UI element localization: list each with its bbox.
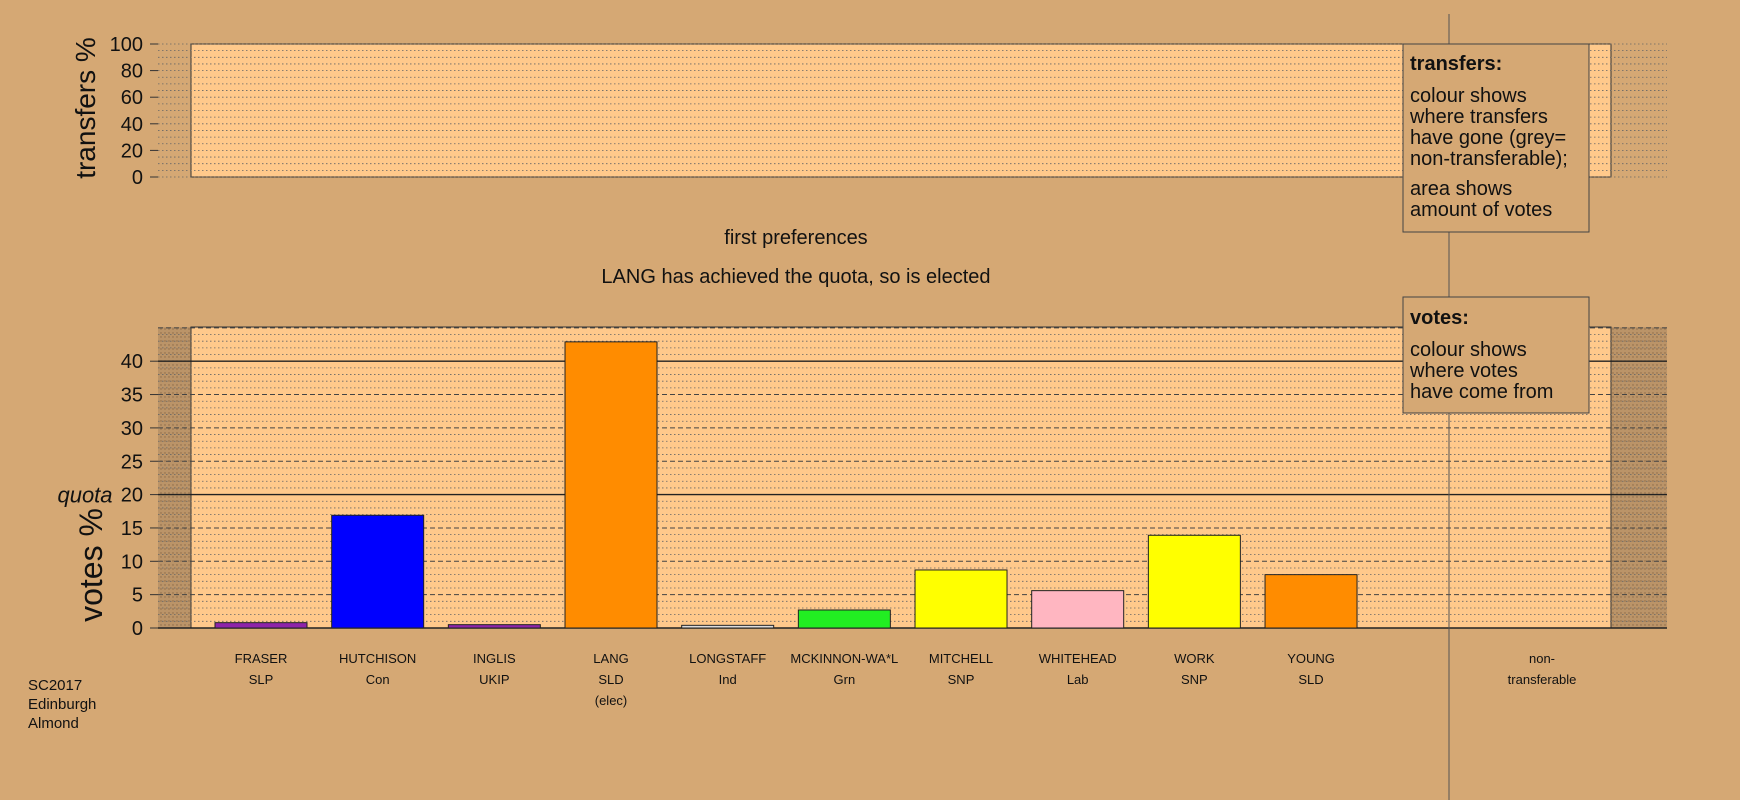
votes-shade-right — [1611, 327, 1667, 628]
bar-fraser — [214, 622, 308, 629]
votes-tick-label: 35 — [121, 385, 143, 407]
transfers-tick-label: 100 — [110, 34, 143, 56]
transfers-legend-heading: transfers: — [1410, 53, 1502, 75]
candidate-party: SLD — [1298, 672, 1323, 687]
legend-line: colour shows — [1410, 339, 1527, 361]
footer-line: SC2017 — [28, 677, 82, 694]
bar-longstaff — [681, 624, 775, 629]
candidate-name: LANG — [593, 651, 628, 666]
transfers-tick-labels: 0 20 40 60 80 100 — [110, 34, 158, 189]
votes-tick-label: 15 — [121, 518, 143, 540]
transfers-tick-label: 0 — [132, 167, 143, 189]
bar-hutchison — [331, 514, 425, 629]
legend-line: non-transferable); — [1410, 148, 1568, 170]
legend-line: colour shows — [1410, 85, 1527, 107]
stage-title: first preferences — [724, 227, 867, 249]
candidate-labels: FRASER SLP HUTCHISON Con INGLIS UKIP LANG SLD (e… — [235, 651, 1335, 708]
footer-line: Almond — [28, 715, 79, 732]
bar-work — [1147, 534, 1241, 629]
legend-line: where votes — [1409, 360, 1518, 382]
election-footer: SC2017 Edinburgh Almond — [28, 677, 96, 732]
votes-tick-label: 25 — [121, 451, 143, 473]
votes-shade-left — [158, 327, 191, 628]
transfers-legend-box — [1402, 43, 1590, 233]
candidate-name: MCKINNON-WA*L — [790, 651, 898, 666]
candidate-name: LONGSTAFF — [689, 651, 766, 666]
candidate-party: Ind — [719, 672, 737, 687]
votes-tick-labels: 0 5 10 15 20 25 30 35 40 — [121, 351, 158, 640]
transfers-tick-label: 40 — [121, 114, 143, 136]
candidate-party: SLD — [598, 672, 623, 687]
votes-tick-label: 10 — [121, 551, 143, 573]
votes-tick-label: 30 — [121, 418, 143, 440]
candidate-name: YOUNG — [1287, 651, 1335, 666]
votes-tick-label: 20 — [121, 485, 143, 507]
candidate-name: WHITEHEAD — [1039, 651, 1117, 666]
legend-line: where transfers — [1409, 106, 1548, 128]
candidate-party: SNP — [948, 672, 975, 687]
bar-mitchell — [914, 569, 1008, 629]
legend-line: area shows — [1410, 178, 1512, 200]
bar-lang — [564, 341, 658, 629]
votes-legend-heading: votes: — [1410, 307, 1469, 329]
transfers-ylabel: transfers % — [70, 37, 101, 179]
candidate-party: Con — [366, 672, 390, 687]
bar-mckinnon-wa-l — [797, 609, 891, 629]
votes-tick-label: 5 — [132, 585, 143, 607]
quota-label: quota — [57, 483, 112, 508]
votes-tick-label: 0 — [132, 618, 143, 640]
transfers-tick-label: 80 — [121, 61, 143, 83]
bar-inglis — [447, 624, 541, 629]
candidate-name: MITCHELL — [929, 651, 993, 666]
transfers-tick-label: 60 — [121, 87, 143, 109]
non-transferable-label-1: non- — [1529, 651, 1555, 666]
candidate-party: UKIP — [479, 672, 509, 687]
legend-line: have gone (grey= — [1410, 127, 1566, 149]
votes-tick-label: 40 — [121, 351, 143, 373]
stage-message: LANG has achieved the quota, so is elect… — [601, 266, 990, 288]
candidate-name: INGLIS — [473, 651, 516, 666]
bar-whitehead — [1031, 590, 1125, 629]
candidate-name: HUTCHISON — [339, 651, 416, 666]
candidate-status: (elec) — [595, 693, 628, 708]
candidate-party: Lab — [1067, 672, 1089, 687]
candidate-name: FRASER — [235, 651, 288, 666]
votes-ylabel: votes % — [73, 508, 109, 622]
candidate-party: Grn — [834, 672, 856, 687]
candidate-party: SNP — [1181, 672, 1208, 687]
legend-line: have come from — [1410, 381, 1553, 403]
transfers-tick-label: 20 — [121, 140, 143, 162]
legend-line: amount of votes — [1410, 199, 1552, 221]
non-transferable-label-2: transferable — [1508, 672, 1577, 687]
bar-young — [1264, 574, 1358, 629]
votes-bars — [214, 341, 1358, 629]
votes-legend-box — [1402, 296, 1590, 414]
votes-plot-area — [190, 326, 1612, 629]
footer-line: Edinburgh — [28, 696, 96, 713]
candidate-party: SLP — [249, 672, 274, 687]
candidate-name: WORK — [1174, 651, 1215, 666]
